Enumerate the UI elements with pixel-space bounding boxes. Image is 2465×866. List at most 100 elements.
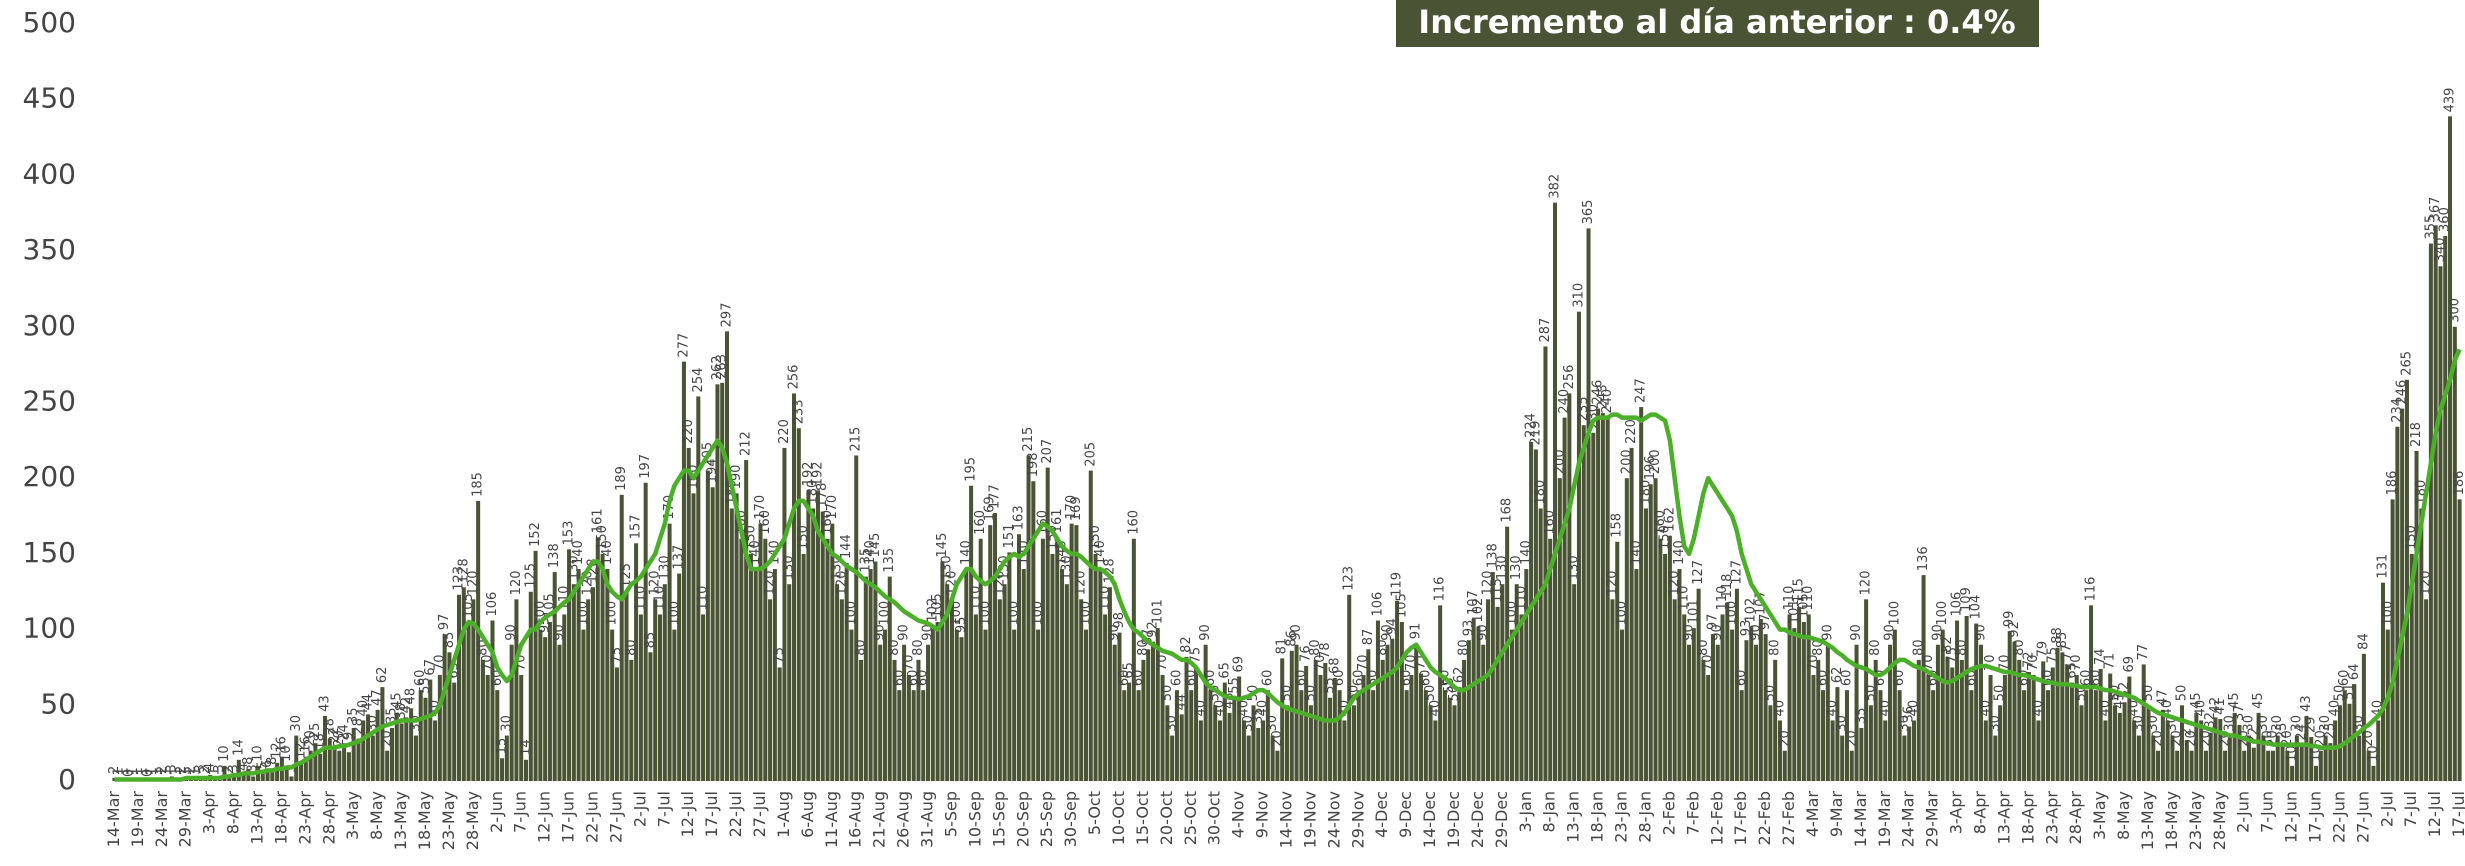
data-label: 100 [605,601,620,626]
data-label: 1 [169,767,184,775]
data-label: 90 [1198,624,1213,641]
data-label: 102 [1744,598,1759,623]
x-tick-label: 8-Apr [224,791,243,835]
data-label: 1 [116,767,131,775]
data-label: 24 [337,724,352,741]
x-tick-label: 8-May [2114,791,2133,840]
data-label: 62 [1830,667,1845,684]
data-label: 160 [1126,510,1141,535]
data-label: 62 [375,667,390,684]
bar [1945,656,1950,781]
bar [1634,569,1639,781]
bar [701,614,706,781]
bar [1265,690,1270,781]
bar [1696,588,1701,781]
bar [1481,644,1486,781]
bar [1476,626,1481,781]
bar [1682,614,1687,781]
data-label: 120 [1859,570,1874,595]
bar [2146,705,2151,781]
bar [792,393,797,781]
data-label: 365 [1581,200,1596,225]
bar [1706,675,1711,781]
bar [1414,643,1419,781]
bar [193,779,198,781]
bar [691,493,696,781]
bar [1955,620,1960,781]
x-tick-label: 24-Dec [1468,791,1487,848]
bar [500,758,505,781]
data-label: 127 [1729,560,1744,585]
x-tick-label: 2-Feb [1659,791,1678,835]
bar [873,561,878,781]
data-label: 25 [2275,723,2290,740]
data-label: 60 [413,670,428,687]
data-label: 30 [289,715,304,732]
bar [906,675,911,781]
data-label: 120 [509,570,524,595]
bar [409,708,414,781]
data-label: 50 [1423,685,1438,702]
x-tick-label: 15-Oct [1133,791,1152,845]
bar [1122,690,1127,781]
bar [2275,735,2280,781]
x-tick-label: 30-Sep [1061,791,1080,847]
x-tick-label: 3-Apr [1947,791,1966,835]
bar [2160,709,2165,781]
bar [897,690,902,781]
data-label: 158 [1610,513,1625,538]
x-tick-label: 2-Jun [487,791,506,833]
bar [973,614,978,781]
data-label: 71 [2103,653,2118,670]
bar [1624,478,1629,781]
bar [2050,667,2055,781]
bar [385,750,390,781]
bar [1107,587,1112,781]
bar [1280,658,1285,781]
data-label: 233 [791,399,806,424]
data-label: 45 [2251,692,2266,709]
data-label: 70 [901,654,916,671]
bar [2089,605,2094,781]
bar [2390,499,2395,781]
bar [490,620,495,781]
x-tick-label: 24-Mar [1899,791,1918,848]
bar [1079,599,1084,781]
bar [653,599,658,781]
bar [1529,441,1534,781]
data-label: 1 [207,767,222,775]
data-label: 218 [2409,422,2424,447]
bar [935,622,940,781]
data-label: 1 [145,767,160,775]
bar [380,687,385,781]
data-label: 168 [1500,498,1515,523]
bar [1983,720,1988,781]
bar [1840,735,1845,781]
data-label: 75 [1189,647,1204,664]
bar [1878,690,1883,781]
x-tick-label: 12-Jun [535,791,554,843]
bar [1208,690,1213,781]
bar [1797,606,1802,781]
data-label: 80 [887,639,902,656]
bar [926,644,931,781]
bar [902,644,907,781]
data-label: 169 [1069,496,1084,521]
bar [2314,765,2319,781]
bar [1538,508,1543,781]
bar [1117,632,1122,781]
data-label: 50 [2141,685,2156,702]
x-tick-label: 2-Jul [630,791,649,827]
data-label: 277 [676,333,691,358]
bar [2002,675,2007,781]
data-label: 196 [1643,455,1658,480]
bar [1227,712,1232,781]
bar [1768,705,1773,781]
data-label: 157 [629,514,644,539]
bar [2060,652,2065,781]
data-label: 38 [394,703,409,720]
bar [1189,690,1194,781]
bar [1988,675,1993,781]
data-label: 5 [255,761,270,769]
bar [863,576,868,781]
